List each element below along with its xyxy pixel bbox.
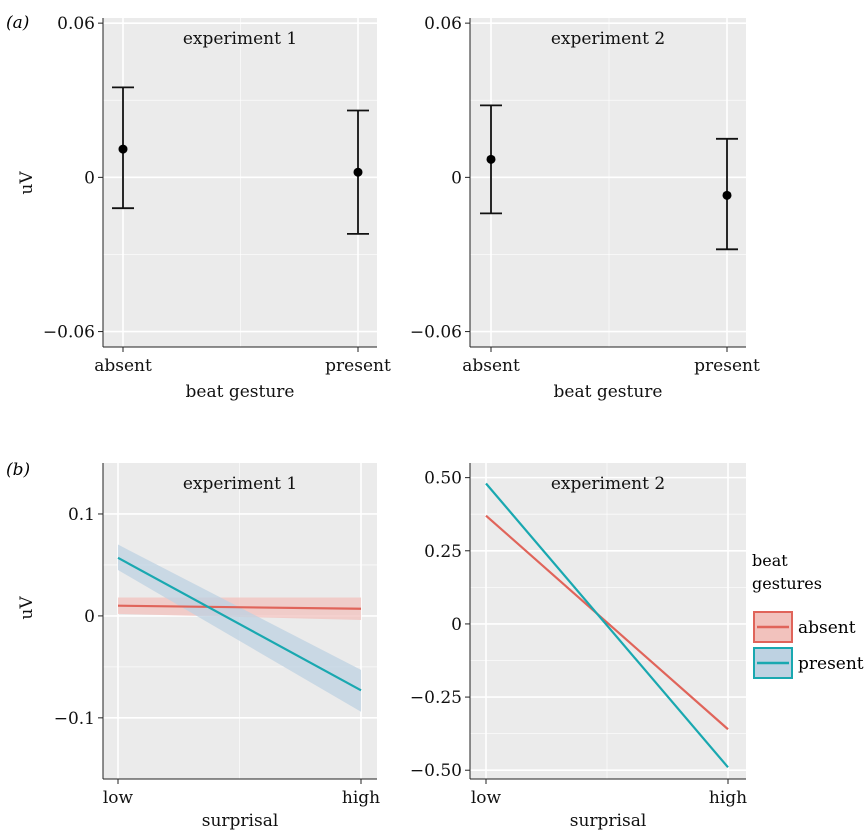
y-tick-label: −0.06	[410, 323, 462, 343]
chart-b-1: 0.1 0 −0.1 low high experiment 1 surprisal uV	[17, 463, 380, 831]
legend-label-present: present	[798, 654, 864, 674]
confidence-band-present	[118, 544, 361, 712]
y-axis-title: uV	[17, 596, 37, 620]
plot-background	[470, 463, 746, 779]
x-axis-title: beat gesture	[554, 382, 663, 402]
x-axis-title: surprisal	[570, 811, 647, 831]
x-axis-title: surprisal	[202, 811, 279, 831]
legend-title-line1: beat	[752, 551, 788, 570]
y-tick-label: 0	[451, 168, 462, 188]
y-tick-label: 0.1	[68, 505, 95, 525]
x-tick-label: present	[694, 356, 760, 376]
y-tick-label: −0.06	[43, 323, 95, 343]
facet-title: experiment 2	[551, 29, 665, 49]
plot-background	[103, 18, 377, 347]
x-tick-label: low	[103, 788, 134, 808]
y-tick-label: 0.25	[424, 542, 462, 562]
data-point	[118, 144, 128, 154]
data-point	[722, 190, 732, 200]
legend: beat gestures absent present	[752, 551, 864, 679]
y-tick-label: 0.50	[424, 469, 462, 489]
y-tick-label: 0	[84, 607, 95, 627]
plot-background	[470, 18, 746, 347]
facet-title: experiment 1	[183, 29, 297, 49]
legend-entry-absent: absent	[753, 611, 856, 643]
legend-entry-present: present	[753, 647, 864, 679]
y-tick-label: 0	[84, 168, 95, 188]
y-tick-label: 0.06	[424, 14, 462, 34]
y-tick-label: −0.25	[410, 688, 462, 708]
y-axis-title: uV	[17, 171, 37, 195]
series-line-absent	[117, 604, 362, 610]
y-tick-label: −0.1	[54, 709, 95, 729]
legend-label-absent: absent	[798, 618, 856, 638]
series-line-present	[485, 482, 729, 769]
x-tick-label: high	[709, 788, 747, 808]
y-tick-label: 0	[451, 615, 462, 635]
panel-a-label: (a)	[6, 13, 29, 33]
x-tick-label: absent	[94, 356, 152, 376]
legend-title-line2: gestures	[752, 574, 822, 593]
series-line-absent	[485, 514, 729, 731]
facet-title: experiment 1	[183, 474, 297, 494]
x-tick-label: low	[471, 788, 502, 808]
chart-b-2: 0.50 0.25 0 −0.25 −0.50 low high experiment 2 su…	[410, 463, 747, 831]
data-point	[353, 167, 363, 177]
x-tick-label: high	[342, 788, 380, 808]
x-tick-label: absent	[462, 356, 520, 376]
x-axis-title: beat gesture	[186, 382, 295, 402]
facet-title: experiment 2	[551, 474, 665, 494]
y-tick-label: 0.06	[57, 14, 95, 34]
y-tick-label: −0.50	[410, 761, 462, 781]
series-line-present	[117, 556, 362, 692]
x-tick-label: present	[325, 356, 391, 376]
panel-b-label: (b)	[6, 460, 30, 480]
data-point	[486, 154, 496, 164]
chart-a-1: 0.06 0 −0.06 absent present experiment 1 beat …	[17, 14, 391, 402]
